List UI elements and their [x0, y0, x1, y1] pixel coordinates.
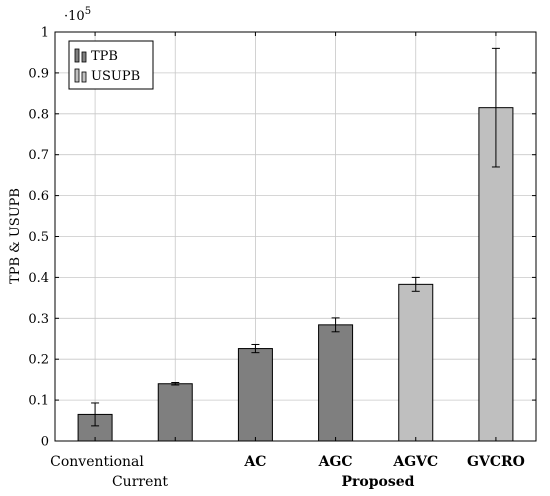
- legend-swatch: [74, 68, 80, 83]
- y-tick-label: 0.8: [28, 107, 49, 122]
- y-exponent-power: 5: [85, 6, 91, 17]
- y-tick-label: 0.5: [28, 230, 49, 245]
- bar-tpb-current: [157, 383, 193, 442]
- legend-label: TPB: [91, 49, 118, 64]
- grid-lines: [55, 31, 536, 442]
- y-exponent-label: ·105: [64, 6, 91, 24]
- legend: TPB USUPB: [68, 40, 154, 90]
- bar-tpb-agc: [318, 324, 354, 442]
- legend-swatch: [81, 51, 87, 63]
- error-bar-conventional: [91, 402, 100, 427]
- category-label-gvcro: GVCRO: [467, 454, 525, 470]
- error-bar-ac: [251, 343, 260, 354]
- category-label-conventional: Conventional: [50, 454, 144, 470]
- legend-entry-tpb: TPB: [74, 48, 118, 64]
- bar-usupb-agvc: [398, 283, 434, 442]
- error-bar-current: [171, 382, 180, 386]
- y-tick-label: 0.1: [28, 394, 49, 409]
- legend-swatch: [74, 48, 80, 63]
- category-label-agc: AGC: [318, 454, 353, 470]
- y-tick-label: 0.6: [28, 189, 49, 204]
- y-axis-label: TPB & USUPB: [8, 188, 23, 284]
- category-labels: Conventional Current AC AGC AGVC GVCRO Propose…: [50, 454, 525, 490]
- category-label-agvc: AGVC: [392, 454, 438, 470]
- y-tick-label: 0.4: [28, 271, 49, 286]
- bars: [77, 107, 514, 442]
- group-label-proposed: Proposed: [342, 474, 415, 490]
- y-exponent-base: ·10: [64, 9, 85, 24]
- category-label-current: Current: [112, 474, 168, 490]
- error-bars: [91, 47, 500, 427]
- error-bar-agvc: [411, 276, 420, 292]
- legend-entry-usupb: USUPB: [74, 68, 140, 84]
- y-tick-label: 0.3: [28, 312, 49, 327]
- y-tick-label: 0.7: [28, 148, 49, 163]
- y-ticks: 0 0.1 0.2 0.3 0.4 0.5 0.6 0.7 0.8 0.9 1: [28, 26, 536, 450]
- y-tick-label: 1: [41, 26, 49, 41]
- y-tick-label: 0.2: [28, 353, 49, 368]
- error-bar-agc: [331, 317, 340, 333]
- error-bar-gvcro: [491, 47, 500, 168]
- bar-tpb-ac: [237, 348, 273, 442]
- category-label-ac: AC: [243, 454, 266, 470]
- y-tick-label: 0.9: [28, 66, 49, 81]
- legend-swatch: [81, 71, 87, 83]
- legend-label: USUPB: [91, 69, 140, 84]
- y-tick-label: 0: [41, 435, 49, 450]
